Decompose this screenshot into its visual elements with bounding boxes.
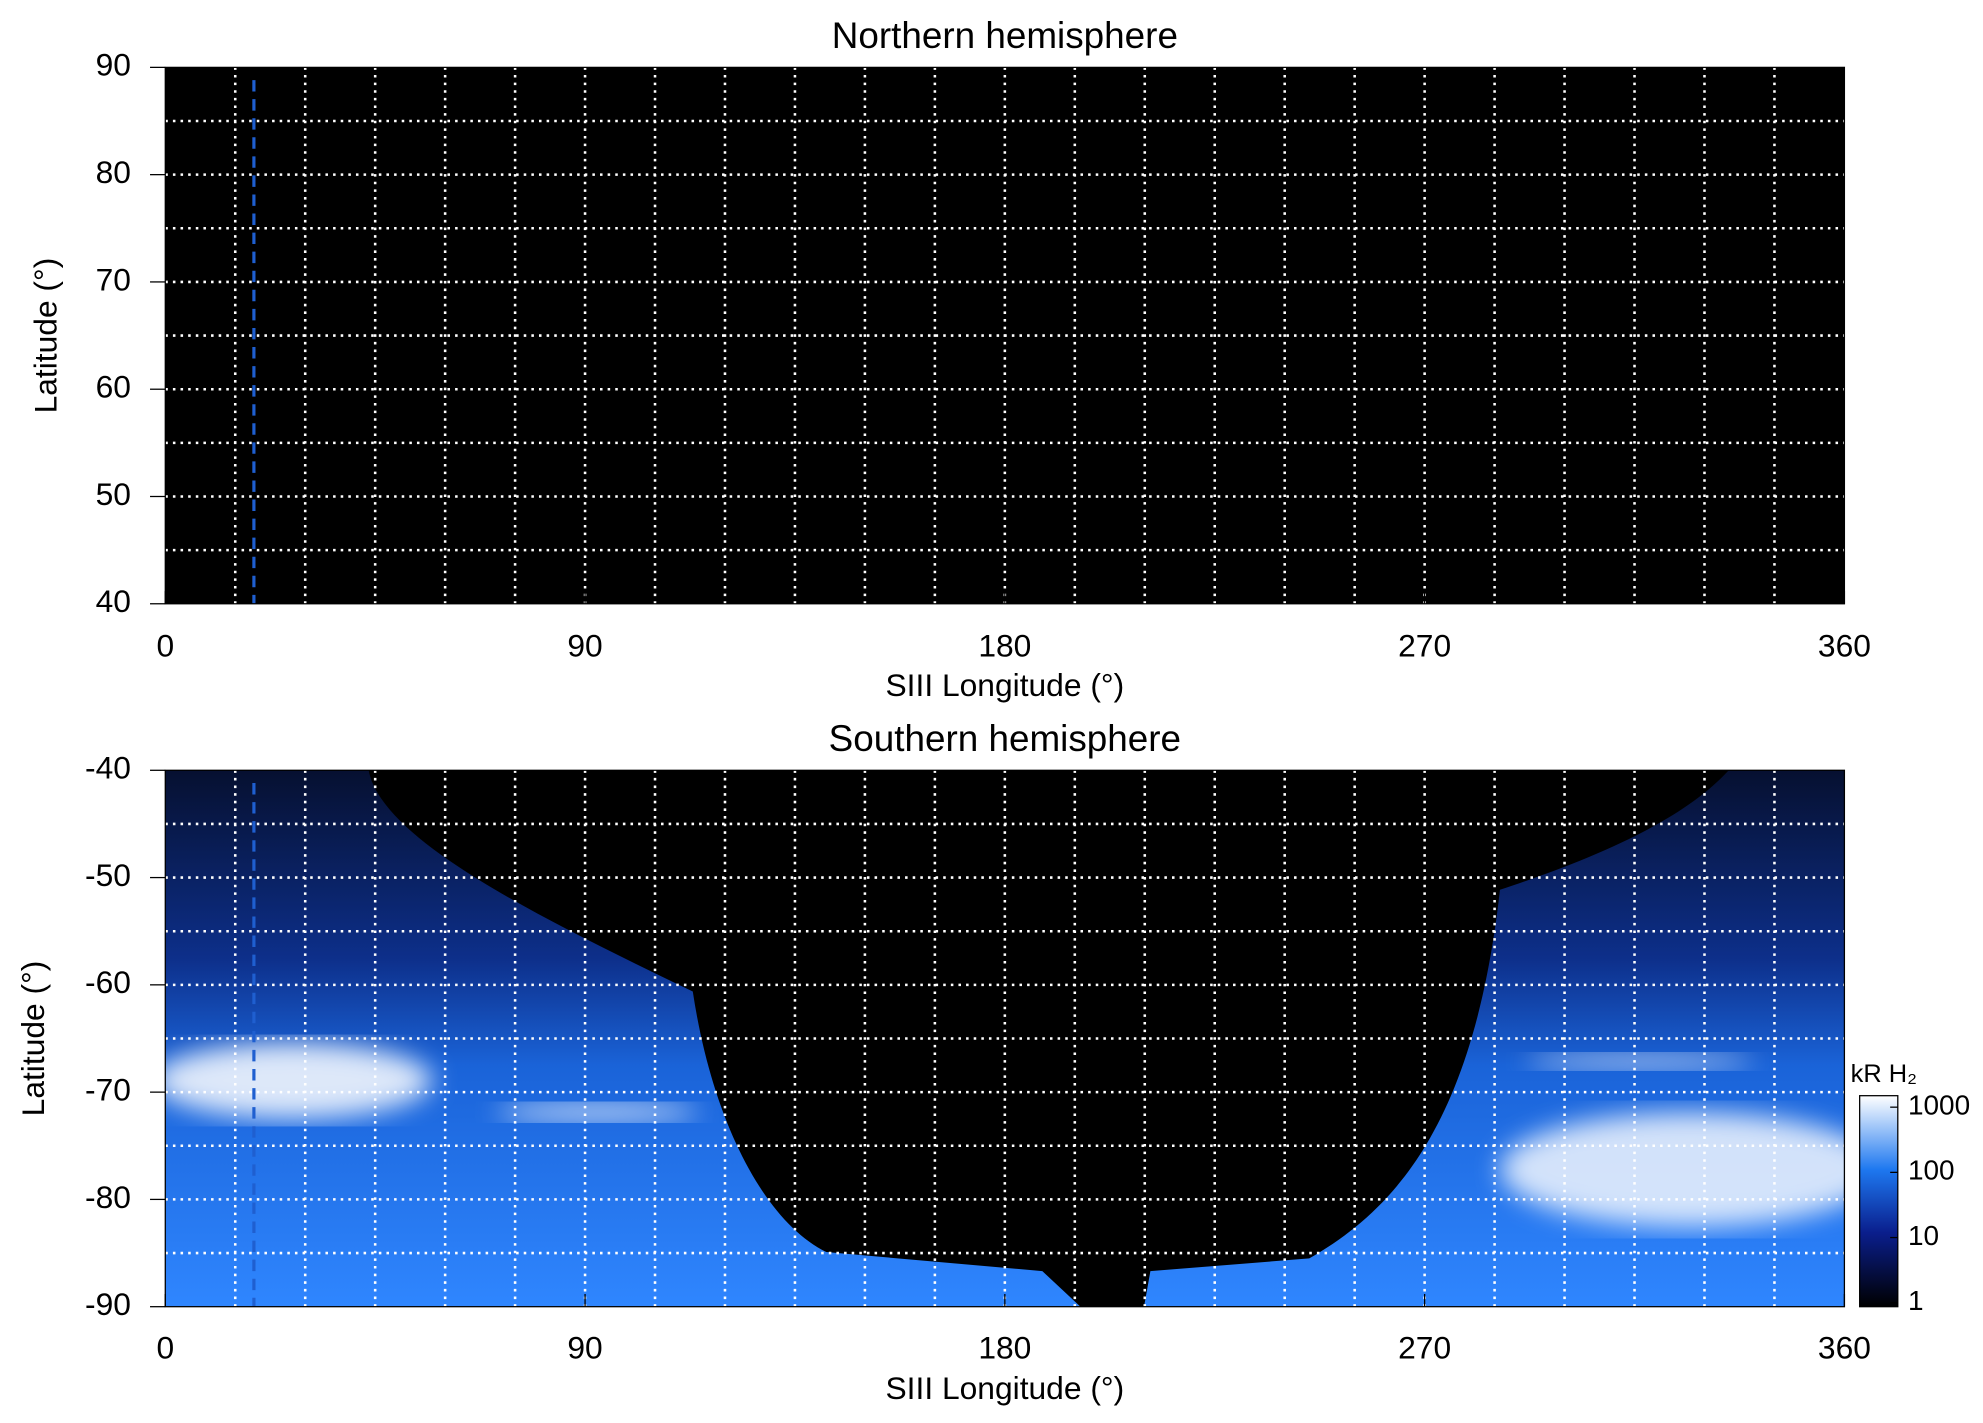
x-tick-label: 270 — [1398, 628, 1451, 664]
chart-title: Southern hemisphere — [829, 718, 1181, 759]
y-tick-label: 80 — [96, 154, 131, 190]
colorbar — [1859, 1095, 1899, 1308]
y-tick-label: -50 — [85, 857, 131, 893]
y-tick-label: -60 — [85, 964, 131, 1000]
y-tick-label: -70 — [85, 1072, 131, 1108]
colorbar-tick-label: 1000 — [1908, 1090, 1970, 1121]
y-axis-label: Latitude (°) — [28, 258, 64, 414]
y-tick-label: 90 — [96, 47, 131, 83]
x-axis-label: SIII Longitude (°) — [885, 1370, 1124, 1406]
chart-title: Northern hemisphere — [832, 15, 1178, 56]
y-tick-label: -80 — [85, 1179, 131, 1215]
y-tick-label: -40 — [85, 750, 131, 786]
x-tick-label: 360 — [1818, 1329, 1871, 1365]
emission-glow — [152, 1042, 433, 1119]
x-tick-label: 0 — [156, 628, 174, 664]
y-tick-label: -90 — [85, 1286, 131, 1322]
emission-glow — [1499, 1112, 1882, 1227]
colorbar-tick-label: 10 — [1908, 1220, 1939, 1251]
x-tick-label: 90 — [567, 628, 602, 664]
emission-glow — [495, 1103, 700, 1122]
y-tick-label: 70 — [96, 261, 131, 297]
no-data-region — [368, 770, 1729, 1307]
y-tick-label: 50 — [96, 476, 131, 512]
emission-glow — [1525, 1053, 1755, 1069]
colorbar-tick-label: 1 — [1908, 1285, 1924, 1316]
x-tick-label: 270 — [1398, 1329, 1451, 1365]
x-tick-label: 180 — [978, 628, 1031, 664]
colorbar-label: kR H₂ — [1851, 1060, 1917, 1088]
y-tick-label: 40 — [96, 583, 131, 619]
x-tick-label: 0 — [156, 1329, 174, 1365]
x-tick-label: 90 — [567, 1329, 602, 1365]
x-axis-label: SIII Longitude (°) — [885, 667, 1124, 703]
y-axis-label: Latitude (°) — [15, 961, 51, 1117]
y-tick-label: 60 — [96, 369, 131, 405]
x-tick-label: 360 — [1818, 628, 1871, 664]
x-tick-label: 180 — [978, 1329, 1031, 1365]
colorbar-tick-label: 100 — [1908, 1155, 1955, 1186]
